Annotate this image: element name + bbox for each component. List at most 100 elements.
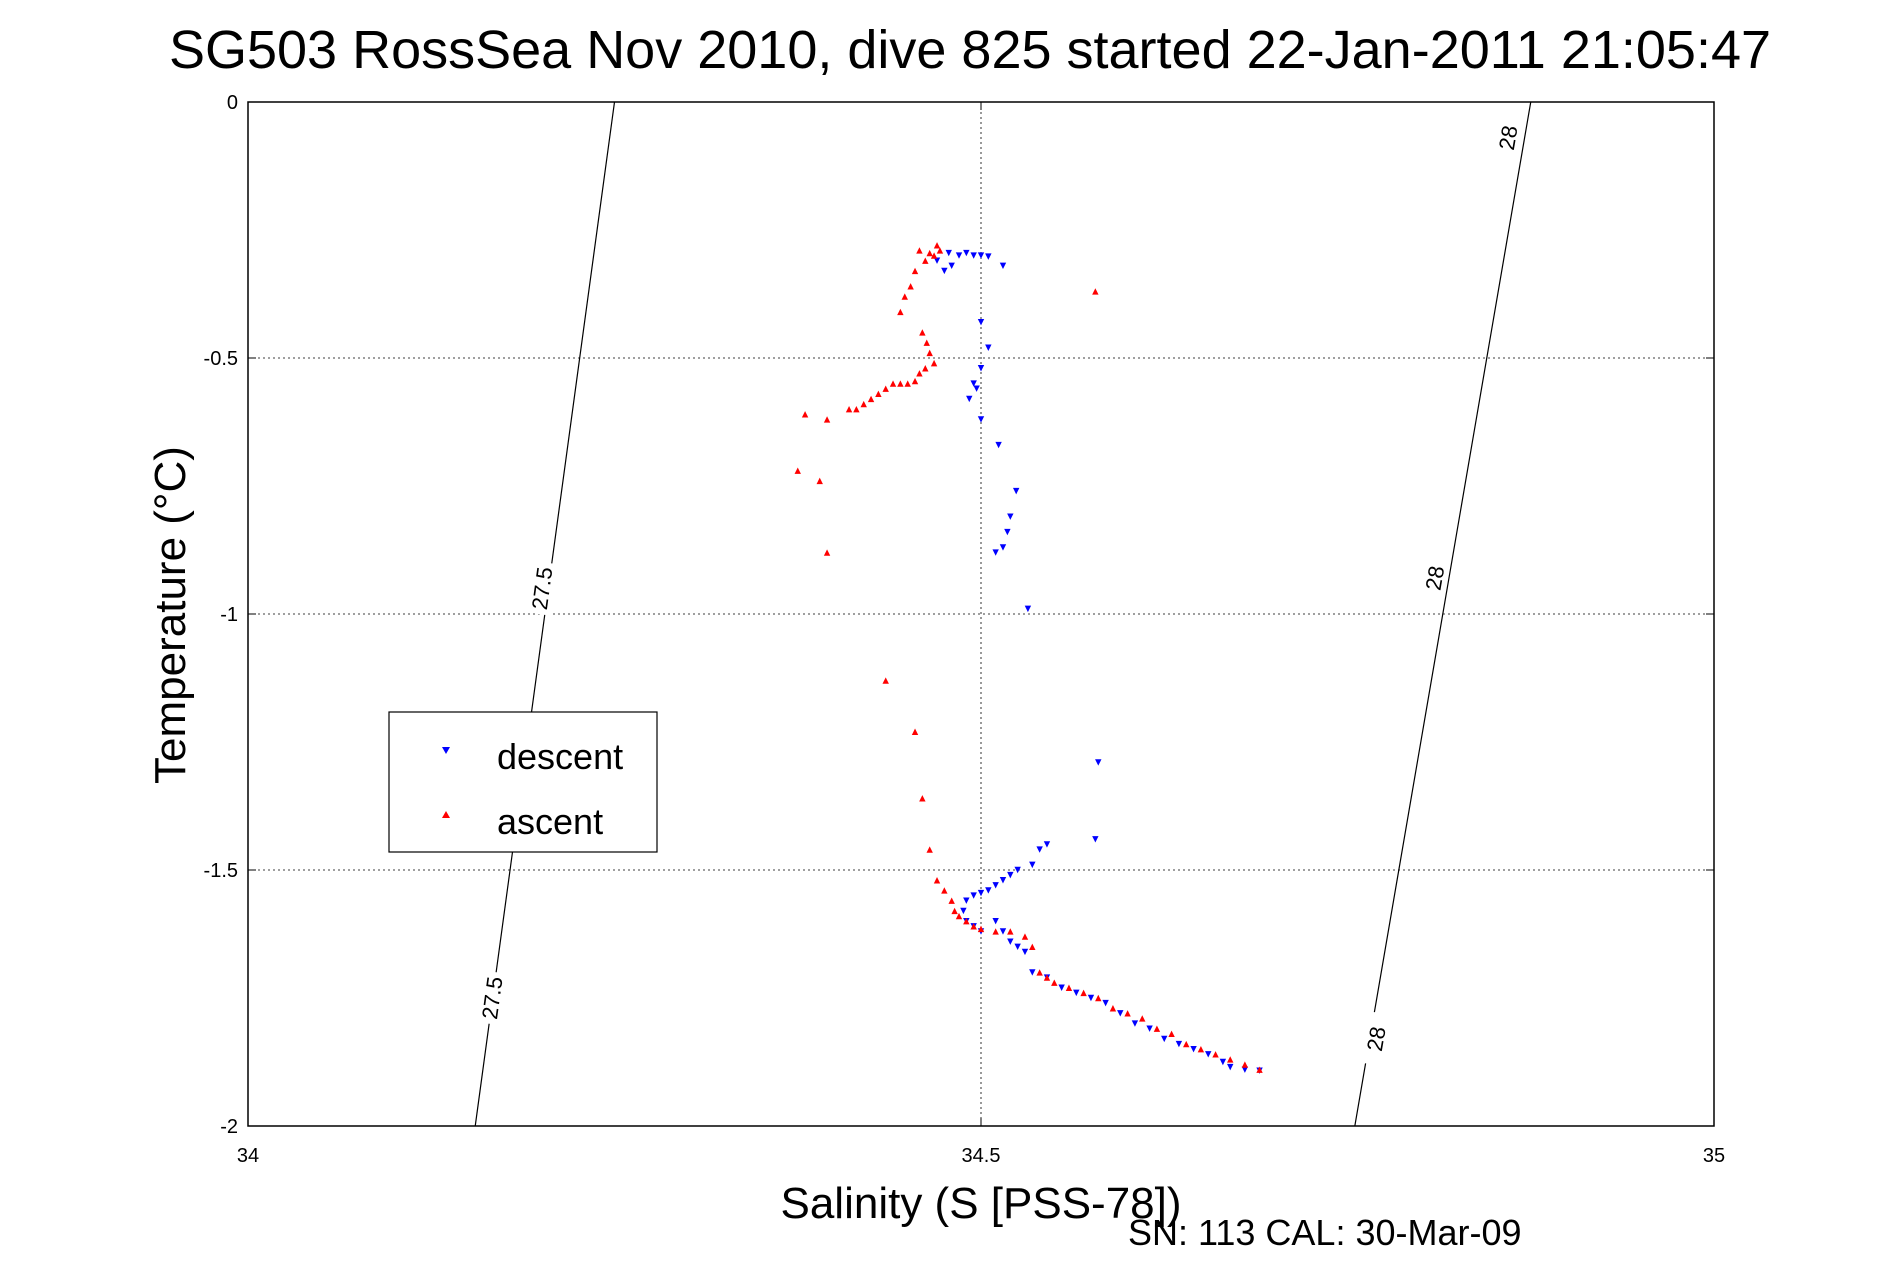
legend-box	[388, 711, 658, 853]
point-descent	[999, 262, 1007, 270]
point-ascent	[794, 467, 801, 474]
point-ascent	[963, 918, 970, 925]
point-descent	[1175, 1040, 1183, 1048]
legend-marker-descent	[442, 747, 450, 754]
point-ascent	[916, 370, 923, 377]
point-ascent	[875, 390, 882, 398]
contour-label-background	[527, 561, 559, 616]
contour-label: 28	[1494, 124, 1523, 152]
point-descent	[992, 918, 999, 925]
point-ascent	[923, 339, 930, 346]
y-tick-label: 0	[227, 92, 238, 114]
density-contours: 27.5 27.5 28 28 28	[474, 101, 1532, 1127]
point-ascent	[926, 249, 933, 257]
y-tick-label: -1.5	[204, 860, 238, 882]
point-ascent	[930, 252, 938, 259]
point-ascent	[867, 395, 875, 403]
point-descent	[970, 252, 977, 259]
point-descent	[985, 344, 992, 351]
point-descent	[992, 549, 999, 556]
point-ascent	[1095, 994, 1102, 1002]
point-ascent	[853, 406, 860, 413]
point-ascent	[1212, 1051, 1219, 1058]
x-tick-label: 34.5	[962, 1145, 1001, 1167]
x-tick-label: 35	[1703, 1145, 1725, 1167]
legend-label-ascent: ascent	[497, 801, 603, 842]
point-descent	[1102, 999, 1109, 1007]
point-ascent	[919, 329, 926, 336]
point-ascent	[845, 406, 853, 413]
point-descent	[963, 897, 970, 904]
point-descent	[1241, 1066, 1249, 1073]
point-ascent	[1021, 933, 1029, 940]
point-ascent	[801, 411, 809, 418]
point-descent	[1029, 969, 1036, 976]
point-ascent	[936, 247, 944, 254]
point-ascent	[816, 477, 823, 485]
point-ascent	[1256, 1066, 1263, 1073]
y-tick-label: -0.5	[204, 348, 238, 370]
point-descent	[970, 892, 977, 899]
point-descent	[977, 318, 985, 326]
point-ascent	[941, 887, 948, 894]
point-descent	[1014, 866, 1021, 874]
contour-label-background	[1360, 1011, 1394, 1067]
contour-label-background	[1492, 110, 1525, 166]
point-ascent	[823, 416, 831, 423]
x-axis-label: Salinity (S [PSS-78])	[780, 1179, 1181, 1228]
point-ascent	[911, 728, 919, 735]
point-descent	[977, 889, 985, 897]
point-descent	[1117, 1010, 1124, 1017]
point-ascent	[926, 846, 933, 853]
x-tick-label: 34	[237, 1145, 259, 1167]
point-ascent	[1183, 1040, 1190, 1048]
contour-label: 28	[1362, 1025, 1391, 1053]
density-contour-28	[1354, 101, 1532, 1127]
point-descent	[973, 385, 980, 392]
point-ascent	[1036, 969, 1043, 976]
point-ascent	[1139, 1015, 1146, 1022]
point-ascent	[1168, 1030, 1175, 1038]
point-ascent	[1092, 288, 1099, 295]
point-ascent	[1029, 943, 1036, 950]
point-descent	[1227, 1063, 1234, 1071]
point-ascent	[882, 385, 889, 392]
point-descent	[999, 544, 1007, 551]
point-descent	[999, 877, 1007, 884]
point-descent	[1058, 984, 1065, 991]
contour-label-background	[1419, 550, 1452, 606]
chart-title: SG503 RossSea Nov 2010, dive 825 started…	[169, 20, 1771, 80]
point-descent	[1007, 871, 1014, 879]
point-descent	[1190, 1046, 1197, 1053]
point-descent	[977, 252, 985, 259]
point-descent	[1021, 948, 1029, 956]
point-ascent	[916, 247, 923, 254]
point-descent	[963, 249, 970, 257]
point-descent	[1043, 841, 1051, 848]
point-ascent	[1065, 984, 1073, 991]
point-descent	[1014, 943, 1021, 950]
legend-marker-ascent	[442, 811, 450, 818]
y-axis-label: Temperature (°C)	[146, 446, 195, 784]
point-ascent	[1109, 1005, 1117, 1012]
point-descent	[1095, 759, 1102, 766]
point-ascent	[911, 377, 919, 385]
point-descent	[1029, 861, 1036, 869]
point-descent	[1131, 1020, 1139, 1027]
point-descent	[1012, 487, 1020, 495]
point-ascent	[955, 912, 963, 920]
point-descent	[933, 257, 941, 264]
point-ascent	[882, 677, 889, 684]
point-descent	[1024, 605, 1032, 613]
point-descent	[985, 253, 992, 260]
contour-label: 27.5	[477, 975, 508, 1021]
point-ascent	[889, 380, 897, 387]
point-descent	[999, 928, 1007, 935]
point-ascent	[1007, 928, 1014, 935]
point-descent	[966, 395, 973, 403]
point-descent	[1007, 938, 1014, 945]
point-ascent	[1241, 1061, 1249, 1068]
legend-label-descent: descent	[497, 736, 623, 777]
point-ascent	[1227, 1056, 1234, 1063]
point-ascent	[904, 380, 911, 387]
